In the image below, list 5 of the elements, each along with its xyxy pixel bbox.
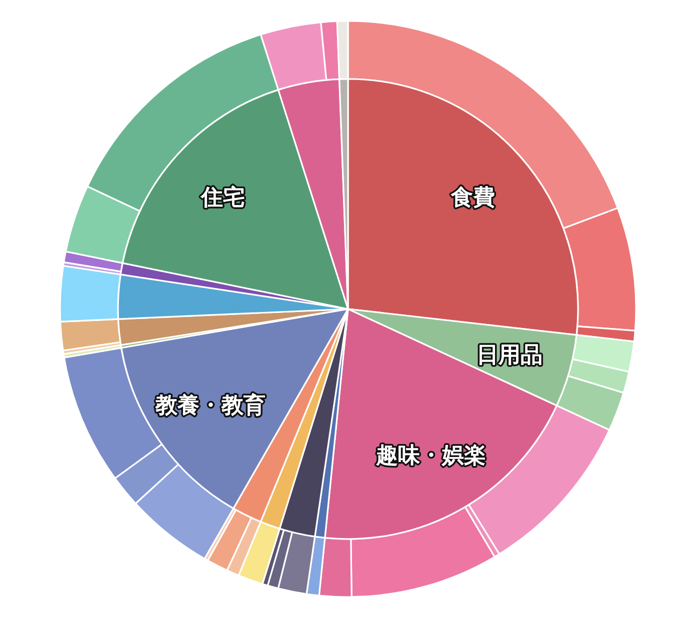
slice-label: 食費 [450,184,496,210]
slice-label: 日用品 [476,342,543,367]
slice-label: 住宅 [200,184,246,210]
slice-label: 教養・教育 [154,392,266,418]
slice-label: 趣味・娯楽 [375,442,486,468]
